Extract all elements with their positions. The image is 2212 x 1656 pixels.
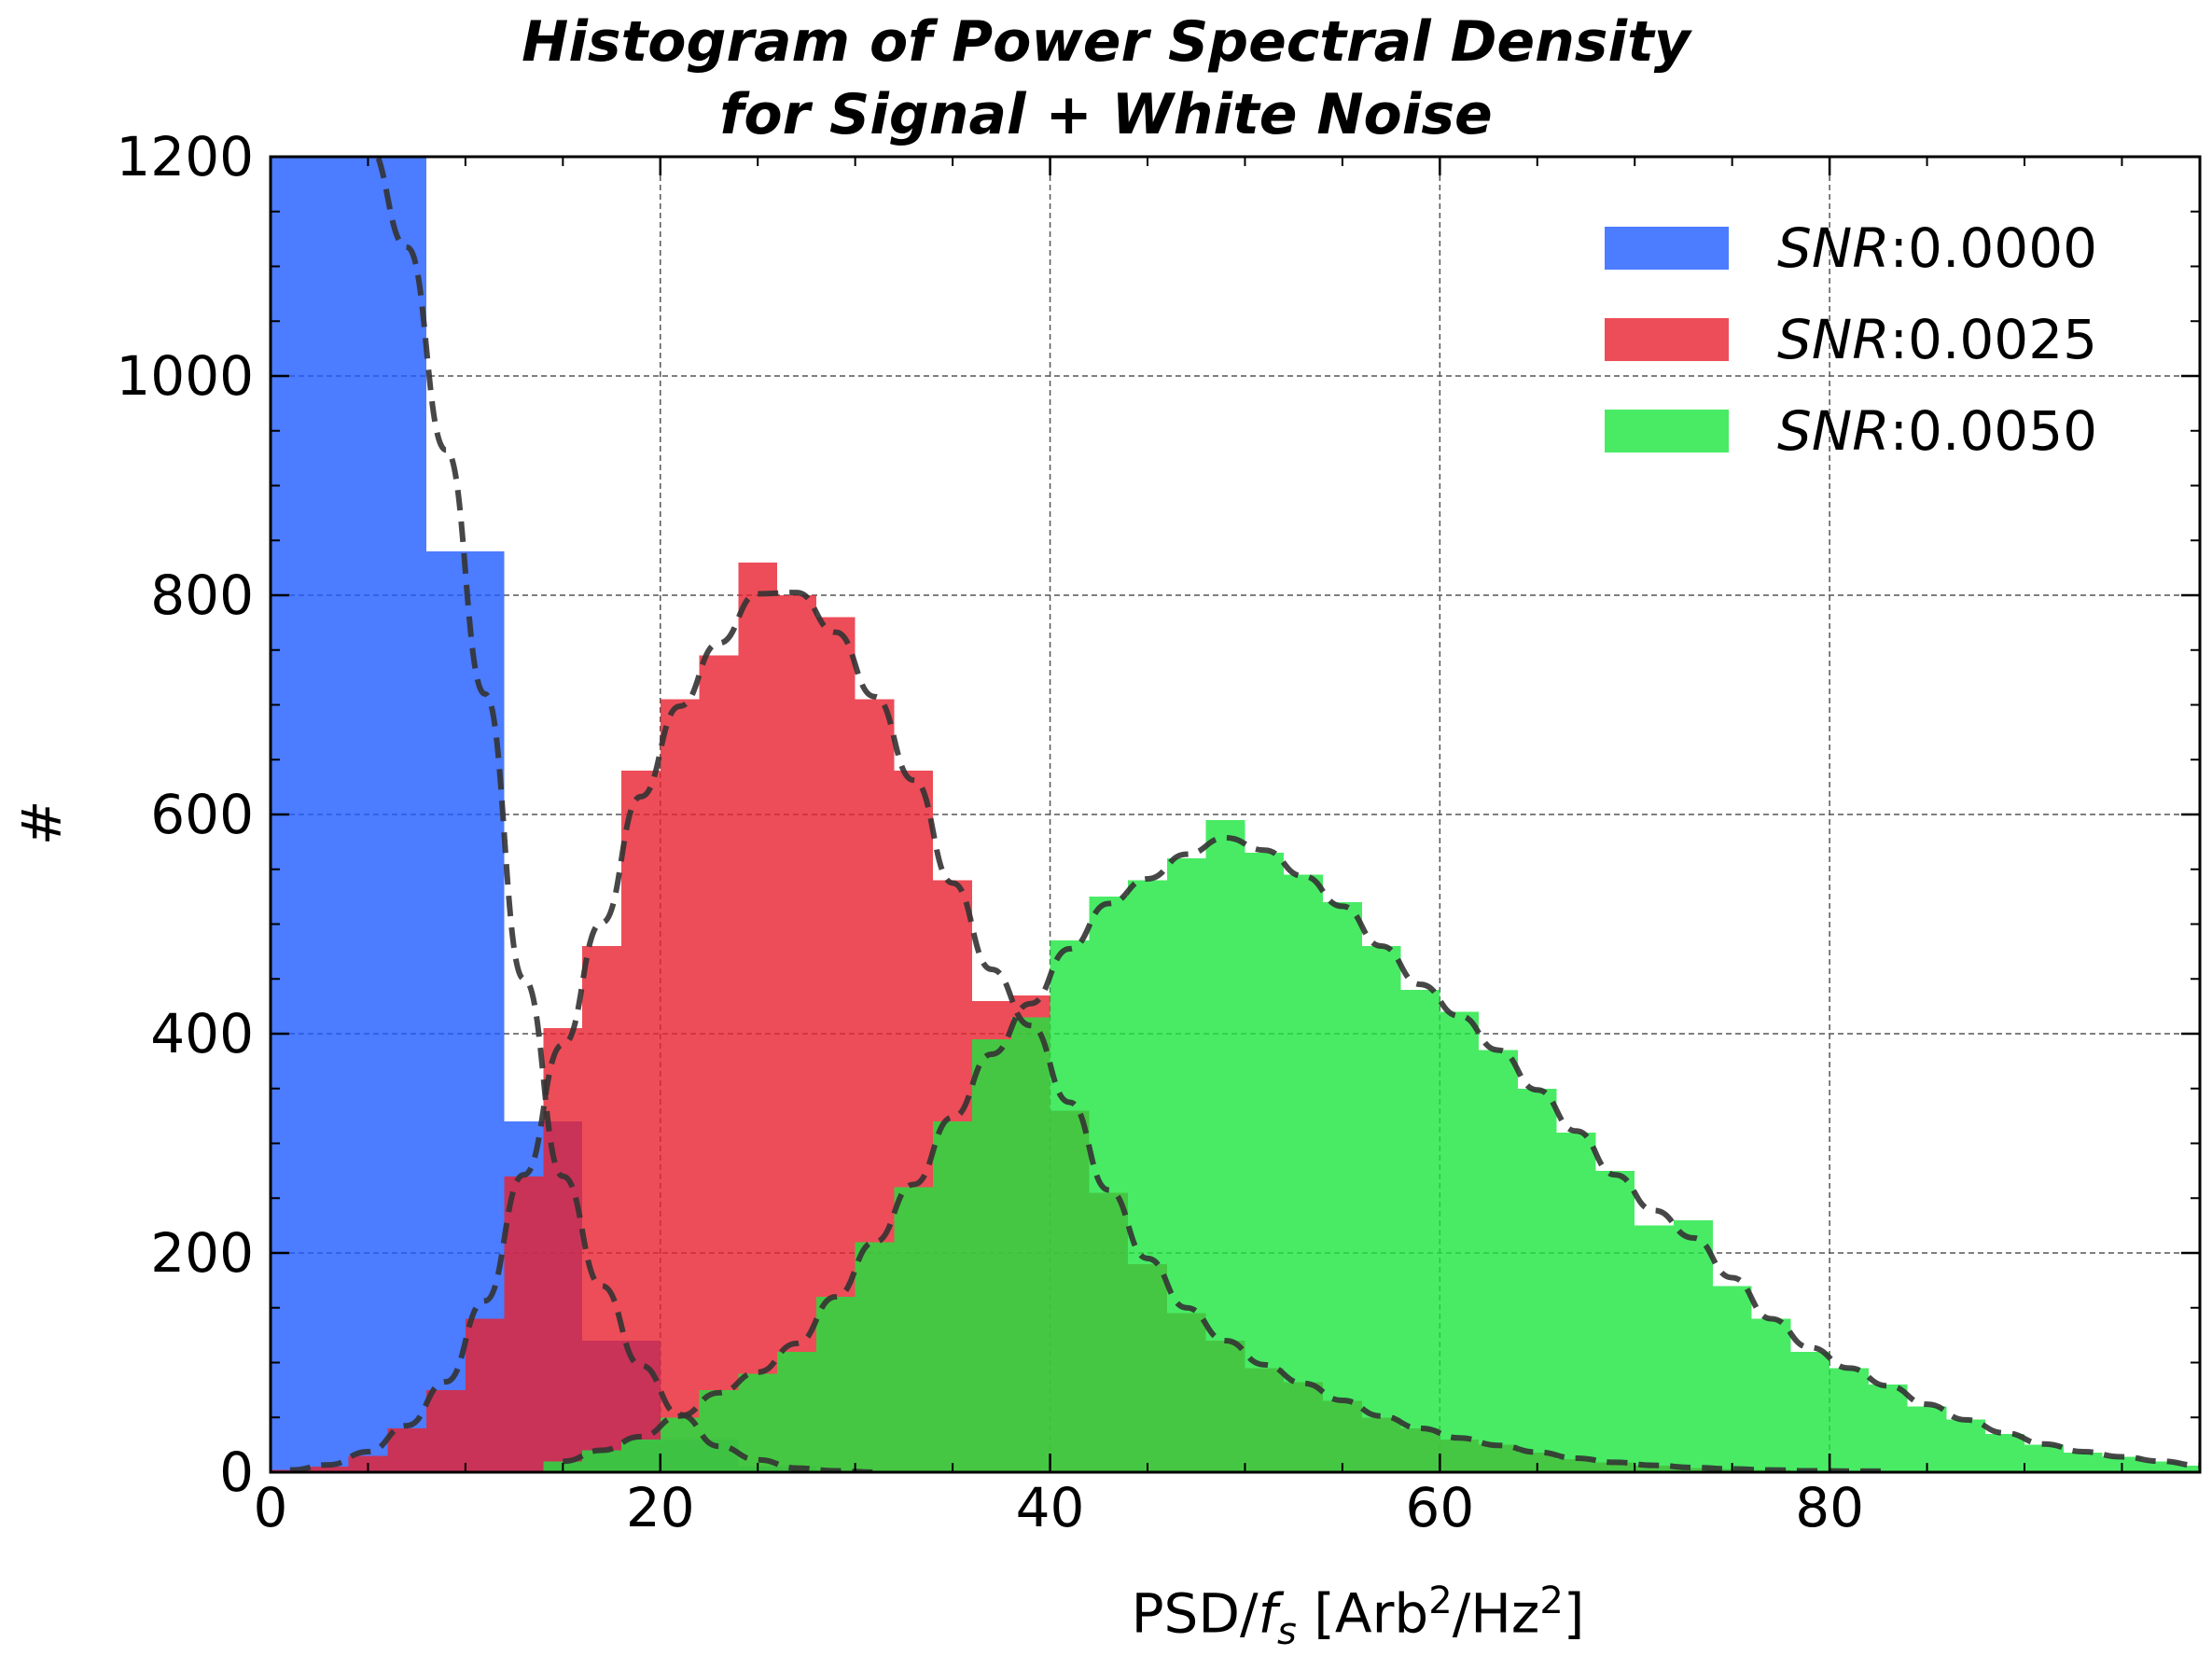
histogram-bar-2	[1128, 880, 1167, 1472]
histogram-bar-1	[777, 595, 816, 1472]
histogram-bar-1	[504, 1176, 544, 1472]
histogram-bar-0	[387, 157, 427, 1472]
histogram-bar-1	[621, 771, 661, 1472]
histogram-bar-2	[1245, 853, 1285, 1472]
y-tick-label: 1000	[116, 344, 254, 408]
legend-item-snr-0: SNR:0.0000	[1605, 216, 2097, 280]
histogram-bar-2	[1829, 1368, 1869, 1472]
histogram-bar-1	[309, 1467, 349, 1472]
x-tick-label: 0	[254, 1476, 288, 1539]
legend-swatch-snr-1	[1605, 318, 1729, 361]
histogram-bar-2	[1985, 1433, 2024, 1472]
histogram-bar-2	[1323, 902, 1362, 1472]
y-tick-label: 600	[150, 783, 254, 846]
histogram-bar-1	[426, 1389, 466, 1472]
legend-item-snr-2: SNR:0.0050	[1605, 399, 2097, 463]
x-tick-label: 40	[1016, 1476, 1085, 1539]
y-tick-label: 400	[150, 1002, 254, 1065]
histogram-bar-1	[582, 946, 621, 1472]
histogram-bar-2	[1595, 1170, 1635, 1472]
y-tick-label: 200	[150, 1221, 254, 1285]
histogram-bar-1	[699, 655, 739, 1472]
y-tick-label: 0	[219, 1440, 254, 1504]
histogram-bar-2	[1790, 1351, 1830, 1472]
histogram-bar-2	[1400, 990, 1440, 1472]
legend-label-snr-2: SNR:0.0050	[1777, 399, 2097, 463]
histogram-bar-2	[699, 1389, 739, 1472]
histogram-bar-1	[738, 562, 778, 1472]
histogram-bar-2	[1284, 874, 1323, 1472]
histogram-bar-2	[1361, 946, 1401, 1472]
histogram-bar-2	[1556, 1132, 1596, 1472]
histogram-bar-2	[621, 1439, 661, 1472]
histogram-bar-0	[426, 551, 466, 1472]
histogram-bar-2	[1010, 1017, 1050, 1472]
histogram-bar-2	[1751, 1318, 1791, 1472]
legend-item-snr-1: SNR:0.0025	[1605, 308, 2097, 371]
fit-curve-0	[374, 157, 875, 1472]
y-tick-label: 1200	[116, 125, 254, 188]
histogram-bar-1	[465, 1318, 505, 1472]
histogram-bar-1	[660, 699, 700, 1472]
histogram-bar-2	[582, 1450, 621, 1472]
x-tick-label: 60	[1405, 1476, 1474, 1539]
y-tick-label: 800	[150, 564, 254, 627]
fit-curves	[289, 157, 2200, 1472]
histogram-bar-2	[1517, 1088, 1557, 1472]
histogram-bar-1	[387, 1428, 427, 1472]
histogram-bar-2	[1089, 897, 1129, 1472]
legend-label-snr-1: SNR:0.0025	[1777, 308, 2097, 371]
histogram-bar-2	[2063, 1452, 2103, 1472]
histogram-bar-2	[894, 1187, 934, 1472]
histogram-bar-0	[271, 157, 310, 1472]
fit-curve-2	[563, 834, 2200, 1468]
x-axis-label: PSD/fs [Arb2/Hz2]	[1131, 1579, 1585, 1653]
histogram-bar-0	[309, 157, 349, 1472]
histogram-bar-2	[1479, 1050, 1518, 1472]
histogram-bar-2	[1166, 858, 1206, 1472]
fit-curve-1	[289, 590, 1888, 1472]
legend-label-snr-0: SNR:0.0000	[1777, 216, 2097, 280]
histogram-bar-0	[348, 157, 388, 1472]
histogram-bar-1	[543, 1028, 583, 1472]
histogram-bar-2	[1050, 940, 1090, 1472]
histogram-bar-2	[1946, 1419, 1986, 1472]
histogram-bar-2	[777, 1351, 816, 1472]
histogram-bar-2	[1907, 1406, 1947, 1472]
histogram-bar-2	[815, 1297, 856, 1472]
histogram-bar-2	[1635, 1225, 1674, 1472]
histogram-bar-2	[1712, 1286, 1752, 1472]
x-tick-label: 80	[1795, 1476, 1864, 1539]
histogram-bar-2	[2141, 1461, 2181, 1472]
histogram-bar-2	[660, 1417, 700, 1472]
histogram-bar-2	[1674, 1219, 1713, 1472]
histogram-bar-2	[2180, 1465, 2200, 1472]
chart-title-line-2: for Signal + White Noise	[719, 82, 1493, 147]
histogram-bar-2	[855, 1242, 895, 1472]
legend-swatch-snr-2	[1605, 410, 1729, 452]
histogram-bar-2	[972, 1038, 1011, 1472]
y-axis-label: #	[9, 800, 74, 846]
histogram-bar-2	[2024, 1444, 2064, 1472]
histogram-bar-2	[1868, 1385, 1908, 1472]
histogram-bar-2	[933, 1121, 972, 1472]
chart-title-line-1: Histogram of Power Spectral Density	[522, 9, 1690, 75]
legend-swatch-snr-0	[1605, 227, 1729, 270]
histogram-bar-2	[1440, 1011, 1480, 1472]
x-tick-label: 20	[626, 1476, 695, 1539]
histogram-bar-2	[1205, 819, 1245, 1472]
